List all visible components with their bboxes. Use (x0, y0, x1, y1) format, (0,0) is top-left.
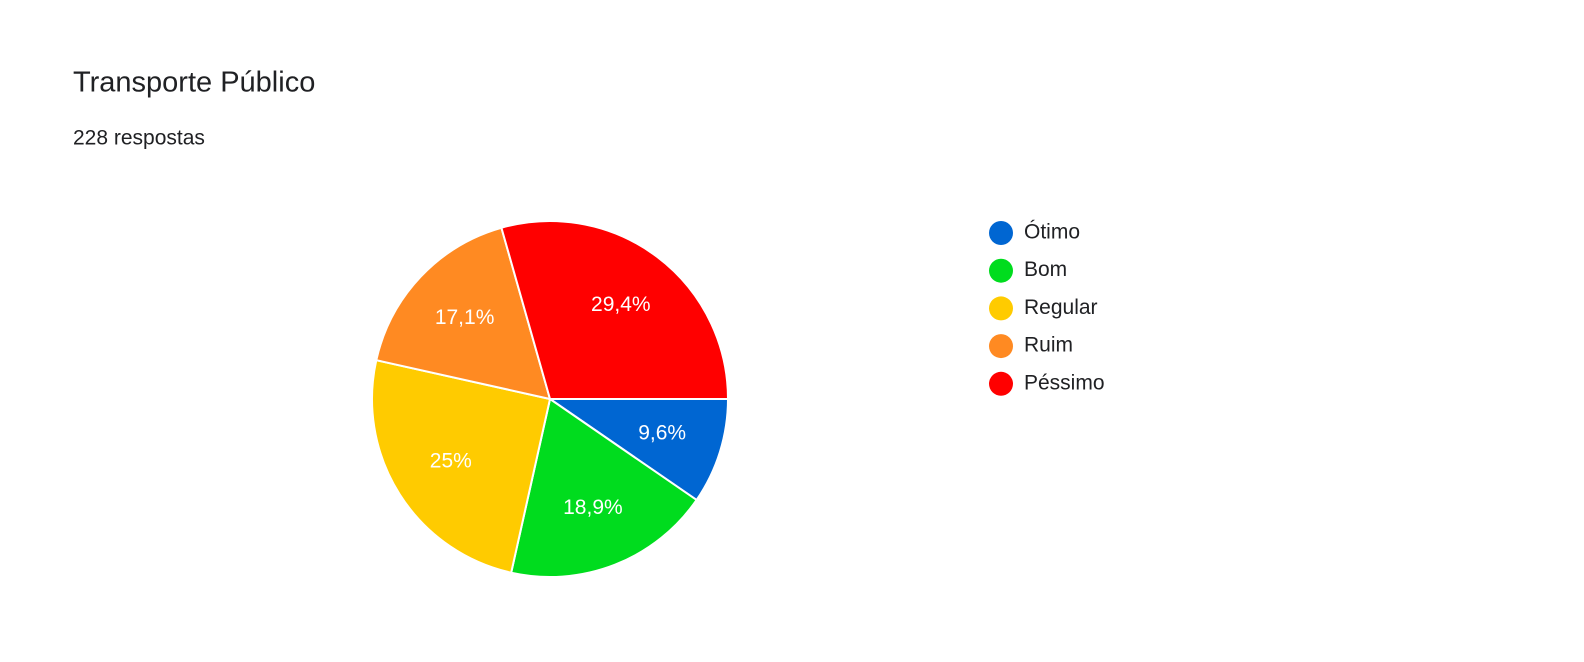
chart-subtitle: 228 respostas (73, 127, 205, 150)
slice-label: 9,6% (638, 421, 686, 444)
chart-title: Transporte Público (73, 67, 315, 99)
slice-label: 18,9% (563, 496, 623, 519)
pie-slice (546, 398, 730, 502)
legend-swatch (989, 296, 1013, 321)
legend-swatch (989, 371, 1013, 396)
slice-label: 25% (430, 449, 472, 472)
legend-label: Ótimo (1024, 221, 1080, 244)
legend-swatch (989, 221, 1013, 245)
pie-slice (371, 358, 552, 574)
pie-slice (375, 226, 552, 401)
slice-label: 17,1% (435, 306, 495, 329)
legend-label: Péssimo (1024, 371, 1105, 394)
legend-label: Regular (1024, 296, 1098, 319)
legend-swatch (989, 258, 1013, 283)
legend-label: Bom (1024, 258, 1067, 281)
legend-label: Ruim (1024, 334, 1073, 357)
pie-slice (500, 220, 730, 400)
legend-swatch (989, 334, 1013, 359)
slice-label: 29,4% (591, 293, 651, 316)
pie-slice (509, 397, 698, 578)
